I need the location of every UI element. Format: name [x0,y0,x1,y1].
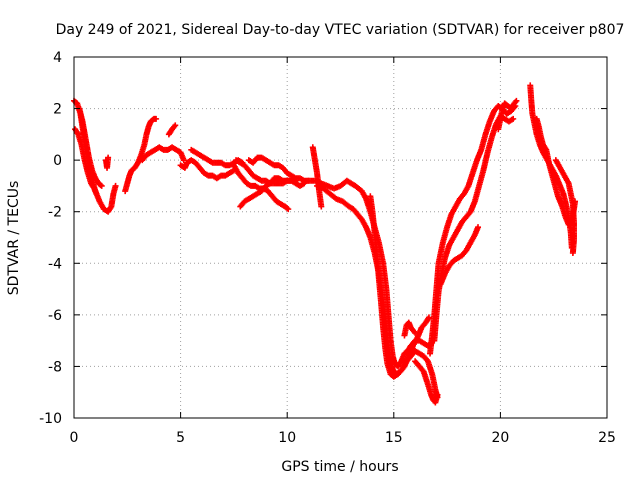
series-track-j [230,162,292,213]
series-track-g [165,122,179,138]
series-track-m [245,154,312,184]
data-point [510,115,517,122]
data-point [284,205,291,212]
y-tick-label: -4 [48,256,62,272]
data-point [172,122,179,129]
y-tick-label: 0 [53,153,62,169]
plot-frame [73,56,608,419]
series-track-h [177,157,237,182]
series-track-d [102,154,112,171]
axis-ticks: 0 5 10 15 20 25 -10 -8 -6 -4 -2 0 2 4 [39,50,616,446]
data-point [425,314,432,321]
x-tick-label: 20 [491,430,509,446]
series-track-n [309,144,325,210]
data-point [180,157,187,164]
x-tick-label: 15 [385,430,403,446]
series-track-t [427,102,519,357]
y-tick-label: -6 [48,308,62,324]
data-point [434,391,441,398]
grid-lines [74,57,607,418]
x-tick-label: 25 [598,430,616,446]
y-tick-label: -10 [39,411,62,427]
series-track-w [495,97,520,133]
series-track-r [401,319,419,339]
data-point [475,224,482,231]
x-axis-label: GPS time / hours [281,459,398,475]
data-point [97,182,104,189]
data-point [105,154,112,161]
series-track-l [233,157,299,187]
y-tick-label: 2 [53,102,62,118]
series-track-z [552,157,577,256]
y-axis-label: SDTVAR / TECUs [6,181,22,296]
series-track-q [367,193,441,401]
data-point [285,206,292,213]
x-tick-label: 10 [278,430,296,446]
data-point [318,203,325,210]
data-point [412,329,419,336]
chart-title: Day 249 of 2021, Sidereal Day-to-day VTE… [56,22,625,38]
series-track-f [139,144,187,164]
y-tick-label: -2 [48,205,62,221]
data-point [513,97,520,104]
series-track-o [305,177,435,370]
data-point [569,249,576,256]
y-tick-label: 4 [53,50,62,66]
series-track-s [412,358,441,406]
data-point [153,115,160,122]
series-track-e [122,115,160,195]
x-tick-label: 5 [176,430,185,446]
y-tick-label: -8 [48,359,62,375]
data-points [71,82,579,406]
x-tick-label: 0 [70,430,79,446]
data-point [98,182,105,189]
data-point [93,190,100,197]
series-track-c [76,105,105,189]
series-track-v [437,224,482,287]
data-point [112,182,119,189]
